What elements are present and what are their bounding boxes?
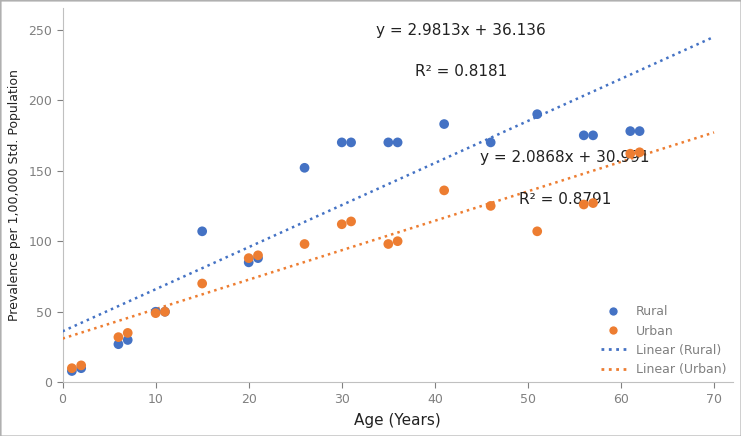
Point [531, 111, 543, 118]
Point [159, 308, 171, 315]
Point [578, 132, 590, 139]
Point [438, 121, 450, 128]
Point [252, 255, 264, 262]
Point [625, 128, 637, 135]
Point [66, 368, 78, 375]
Point [336, 221, 348, 228]
Point [578, 201, 590, 208]
Point [392, 139, 404, 146]
Point [587, 132, 599, 139]
Point [634, 128, 645, 135]
Point [196, 280, 208, 287]
Point [159, 308, 171, 315]
Point [299, 164, 310, 171]
Point [345, 139, 357, 146]
Point [531, 228, 543, 235]
Legend: Rural, Urban, Linear (Rural), Linear (Urban): Rural, Urban, Linear (Rural), Linear (Ur… [601, 305, 726, 376]
Point [243, 255, 255, 262]
Point [485, 202, 496, 209]
Text: R² = 0.8181: R² = 0.8181 [415, 65, 508, 79]
Point [66, 364, 78, 371]
Point [113, 334, 124, 341]
Point [150, 308, 162, 315]
Point [625, 150, 637, 157]
Point [252, 252, 264, 259]
Text: R² = 0.8791: R² = 0.8791 [519, 191, 611, 207]
Point [150, 310, 162, 317]
Point [122, 330, 133, 337]
Point [299, 241, 310, 248]
X-axis label: Age (Years): Age (Years) [354, 412, 441, 428]
Point [634, 149, 645, 156]
Point [122, 337, 133, 344]
Point [336, 139, 348, 146]
Point [76, 362, 87, 369]
Point [76, 364, 87, 371]
Point [382, 241, 394, 248]
Y-axis label: Prevalence per 1,00,000 Std. Population: Prevalence per 1,00,000 Std. Population [8, 69, 21, 321]
Point [113, 341, 124, 347]
Point [392, 238, 404, 245]
Point [485, 139, 496, 146]
Point [438, 187, 450, 194]
Text: y = 2.0868x + 30.991: y = 2.0868x + 30.991 [480, 150, 650, 165]
Point [382, 139, 394, 146]
Point [196, 228, 208, 235]
Text: y = 2.9813x + 36.136: y = 2.9813x + 36.136 [376, 23, 546, 38]
Point [345, 218, 357, 225]
Point [243, 259, 255, 266]
Point [587, 200, 599, 207]
